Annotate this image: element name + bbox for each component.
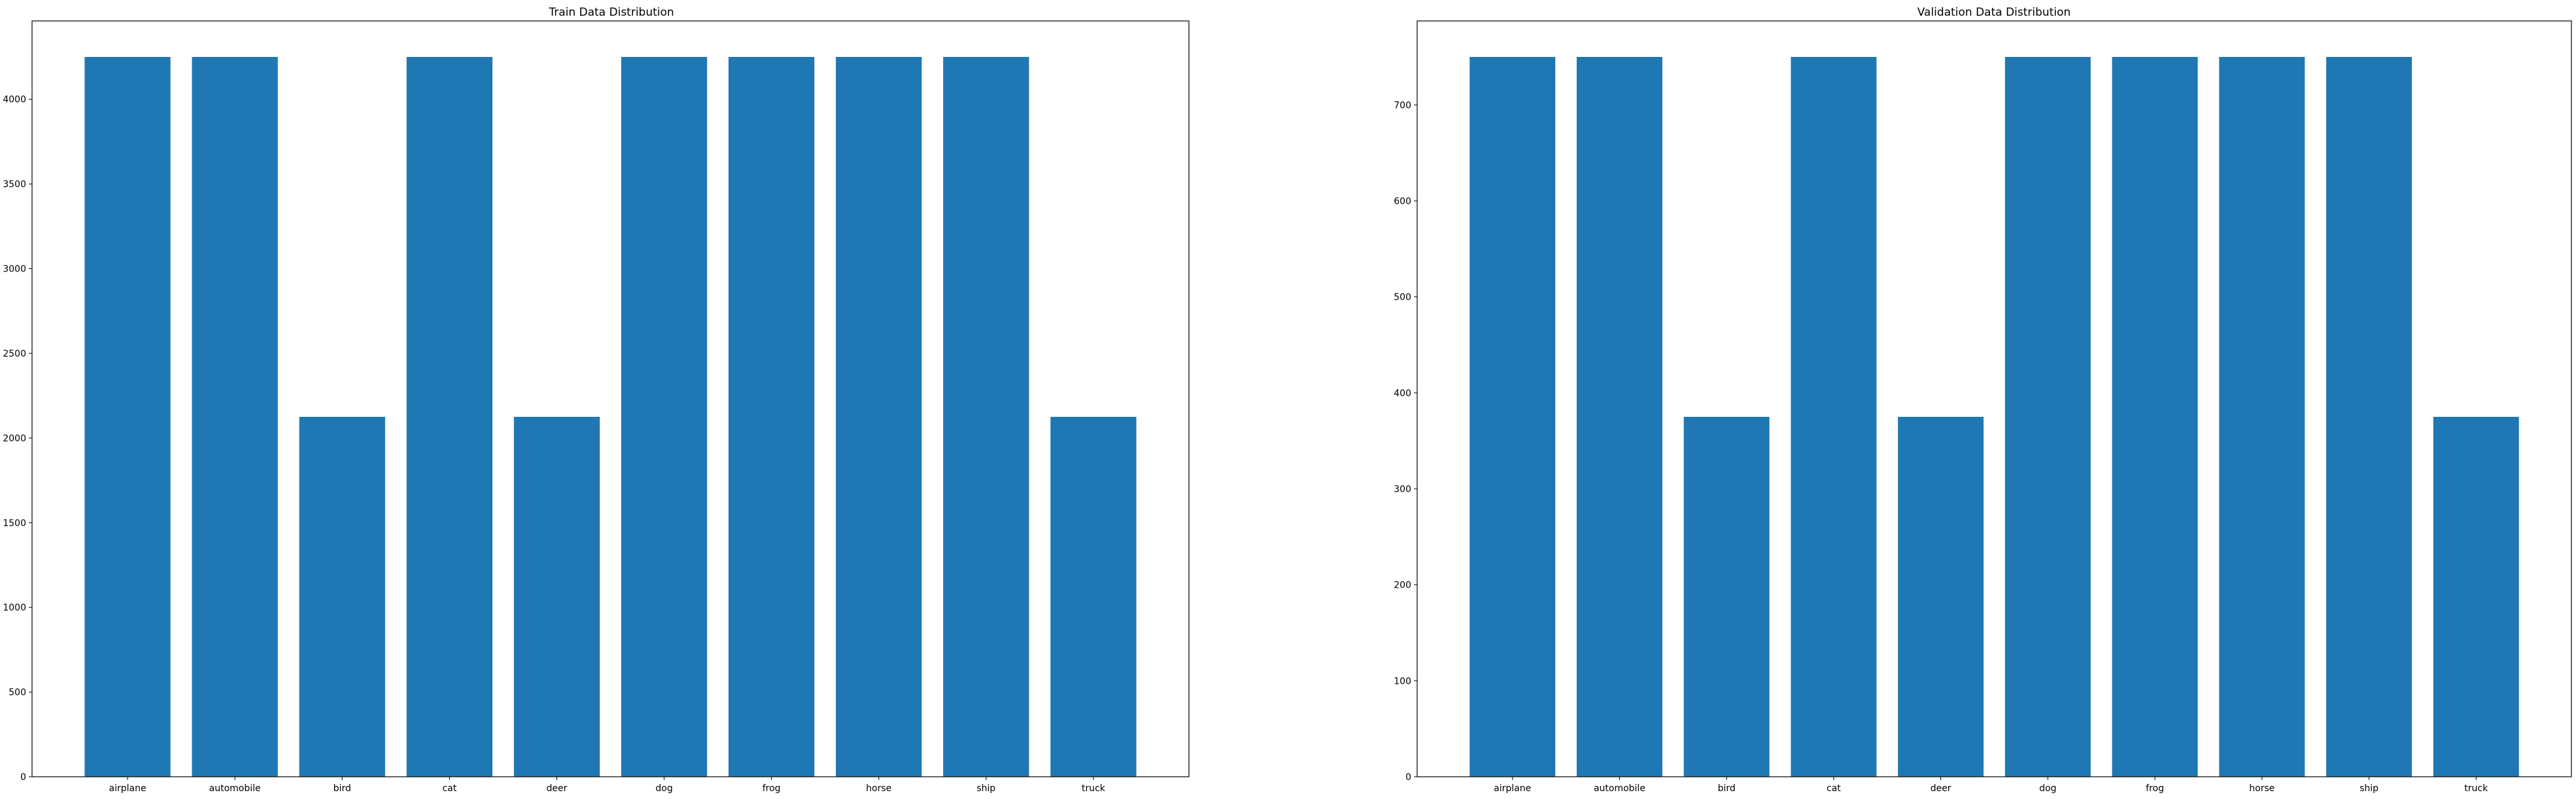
bar-airplane <box>84 57 171 777</box>
x-tick-label: deer <box>547 783 568 794</box>
y-tick-label: 600 <box>1394 196 1411 207</box>
y-tick-label: 1500 <box>3 518 26 529</box>
x-tick-label: ship <box>976 783 995 794</box>
bar-dog <box>621 57 708 777</box>
x-tick-label: dog <box>2039 783 2056 794</box>
y-axis: 0 500 1000 1500 2000 2500 3000 3500 4000 <box>3 95 32 783</box>
x-tick-label: automobile <box>209 783 261 794</box>
x-tick-label: airplane <box>109 783 146 794</box>
y-tick-label: 0 <box>1405 772 1411 783</box>
x-axis: airplane automobile bird cat deer dog frog hors… <box>1494 777 2488 794</box>
chart-title: Validation Data Distribution <box>1917 6 2071 19</box>
x-axis: airplane automobile bird cat deer dog frog hors… <box>109 777 1106 794</box>
y-tick-label: 500 <box>9 688 26 698</box>
x-tick-label: horse <box>2249 783 2275 794</box>
bar-bird <box>1683 417 1770 777</box>
bar-group <box>84 57 1137 777</box>
x-tick-label: frog <box>2146 783 2164 794</box>
x-tick-label: truck <box>2464 783 2488 794</box>
bar-cat <box>406 57 492 777</box>
bar-cat <box>1791 57 1877 777</box>
bar-deer <box>1898 417 1984 777</box>
bar-deer <box>513 417 600 777</box>
x-tick-label: dog <box>655 783 672 794</box>
bar-ship <box>2326 57 2413 777</box>
bar-truck <box>1050 417 1137 777</box>
y-tick-label: 2500 <box>3 349 26 359</box>
x-tick-label: bird <box>1718 783 1736 794</box>
chart-title: Train Data Distribution <box>548 6 674 19</box>
bar-automobile <box>192 57 278 777</box>
x-tick-label: truck <box>1082 783 1106 794</box>
y-tick-label: 0 <box>20 772 26 783</box>
x-tick-label: airplane <box>1494 783 1531 794</box>
x-tick-label: bird <box>334 783 351 794</box>
y-tick-label: 100 <box>1394 676 1411 686</box>
y-tick-label: 200 <box>1394 580 1411 591</box>
y-tick-label: 300 <box>1394 484 1411 495</box>
y-tick-label: 4000 <box>3 95 26 105</box>
bar-horse <box>2219 57 2305 777</box>
y-axis: 0 100 200 300 400 500 600 700 <box>1394 100 1417 783</box>
x-tick-label: horse <box>866 783 891 794</box>
bar-dog <box>2004 57 2091 777</box>
bar-horse <box>836 57 922 777</box>
bar-bird <box>299 417 385 777</box>
x-tick-label: frog <box>763 783 781 794</box>
y-tick-label: 3000 <box>3 264 26 275</box>
bar-airplane <box>1469 57 1556 777</box>
y-tick-label: 3500 <box>3 179 26 190</box>
bar-truck <box>2433 417 2519 777</box>
y-tick-label: 2000 <box>3 433 26 444</box>
bar-ship <box>943 57 1029 777</box>
x-tick-label: automobile <box>1594 783 1645 794</box>
y-tick-label: 700 <box>1394 100 1411 111</box>
y-tick-label: 1000 <box>3 603 26 613</box>
bar-frog <box>729 57 815 777</box>
plot-frame <box>31 20 1190 777</box>
bar-automobile <box>1576 57 1662 777</box>
bar-frog <box>2112 57 2198 777</box>
bar-group <box>1469 57 2519 777</box>
y-tick-label: 500 <box>1394 293 1411 303</box>
y-tick-label: 400 <box>1394 388 1411 399</box>
train-distribution-chart: Train Data Distribution 0 500 1000 1500 2000… <box>3 6 1190 794</box>
plot-frame <box>1417 20 2572 777</box>
x-tick-label: deer <box>1931 783 1951 794</box>
x-tick-label: cat <box>442 783 456 794</box>
validation-distribution-chart: Validation Data Distribution 0 100 200 300 4… <box>1394 6 2572 794</box>
x-tick-label: ship <box>2360 783 2379 794</box>
x-tick-label: cat <box>1827 783 1841 794</box>
